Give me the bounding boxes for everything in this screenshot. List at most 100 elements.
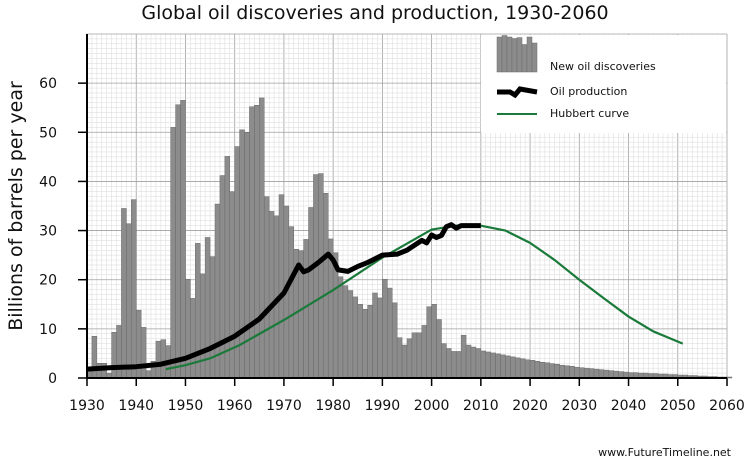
legend-bar bbox=[506, 36, 513, 73]
discovery-bar bbox=[382, 278, 388, 379]
discovery-bar bbox=[500, 354, 506, 379]
discovery-bar bbox=[470, 346, 477, 379]
x-tick-label: 2060 bbox=[709, 398, 745, 414]
discovery-bar bbox=[362, 308, 368, 379]
discovery-bar bbox=[91, 335, 98, 379]
discovery-bar bbox=[308, 207, 314, 379]
oil-production-line bbox=[86, 222, 481, 372]
discovery-bar bbox=[426, 306, 432, 379]
discovery-bar bbox=[337, 276, 344, 379]
discovery-bar bbox=[411, 332, 418, 379]
discovery-bar bbox=[598, 369, 605, 379]
discovery-bar bbox=[357, 304, 363, 379]
discovery-bar bbox=[387, 287, 393, 379]
discovery-bar bbox=[199, 273, 206, 379]
legend-bar bbox=[501, 35, 508, 73]
discovery-bar bbox=[564, 365, 570, 379]
discovery-bar bbox=[529, 360, 536, 379]
x-tick-label: 1970 bbox=[266, 398, 302, 414]
discovery-bar bbox=[140, 327, 147, 379]
x-tick-label: 2000 bbox=[414, 398, 450, 414]
discovery-bar bbox=[446, 348, 452, 379]
x-tick-label: 1960 bbox=[217, 398, 253, 414]
chart-title: Global oil discoveries and production, 1… bbox=[141, 2, 608, 24]
discovery-bar bbox=[579, 367, 585, 379]
discovery-bar bbox=[603, 369, 610, 379]
discovery-bar bbox=[726, 376, 733, 379]
y-tick-label: 30 bbox=[39, 224, 57, 240]
discovery-bar bbox=[367, 305, 373, 379]
legend-bar bbox=[531, 42, 538, 73]
x-tick-label: 2050 bbox=[660, 398, 696, 414]
discovery-bar bbox=[372, 292, 378, 379]
discovery-bar bbox=[505, 355, 511, 379]
x-tick-label: 2020 bbox=[512, 398, 548, 414]
discovery-bar bbox=[421, 325, 427, 379]
discovery-bar bbox=[318, 173, 324, 379]
lines bbox=[86, 222, 684, 372]
discovery-bar bbox=[436, 319, 442, 379]
discovery-bar bbox=[451, 351, 457, 379]
discovery-bar bbox=[534, 361, 541, 379]
discovery-bar bbox=[495, 353, 501, 379]
discovery-bar bbox=[559, 364, 565, 379]
legend-bars-icon bbox=[496, 35, 538, 73]
discovery-bar bbox=[116, 325, 122, 379]
discovery-bar bbox=[352, 296, 359, 379]
x-tick-label: 1950 bbox=[168, 398, 204, 414]
discovery-bar bbox=[401, 344, 408, 379]
y-tick-label: 50 bbox=[39, 125, 57, 141]
discovery-bar bbox=[234, 146, 240, 379]
discovery-bar bbox=[588, 368, 595, 379]
discovery-bar bbox=[475, 348, 482, 379]
discovery-bar bbox=[190, 298, 196, 379]
discovery-bar bbox=[342, 285, 349, 379]
discovery-bar bbox=[180, 100, 186, 379]
discovery-bar bbox=[259, 97, 265, 379]
discovery-bar bbox=[441, 343, 447, 379]
discovery-bar bbox=[593, 368, 600, 379]
discovery-bar bbox=[239, 129, 245, 379]
legend-bar bbox=[526, 36, 533, 73]
y-tick-label: 0 bbox=[48, 371, 57, 387]
discovery-bar bbox=[219, 175, 226, 379]
discovery-bar bbox=[160, 339, 167, 379]
discovery-bar bbox=[485, 351, 491, 379]
discovery-bar bbox=[126, 223, 132, 379]
discovery-bar bbox=[111, 332, 117, 379]
discovery-bar bbox=[431, 304, 437, 379]
discovery-bar bbox=[195, 243, 201, 379]
discovery-bar bbox=[396, 337, 403, 379]
legend: New oil discoveries Oil production Hubbe… bbox=[481, 35, 726, 133]
x-tick-label: 1940 bbox=[118, 398, 154, 414]
discovery-bar bbox=[175, 104, 181, 379]
discovery-bar bbox=[515, 357, 521, 379]
discovery-bar bbox=[209, 256, 216, 379]
discovery-bar bbox=[406, 338, 413, 379]
discovery-bar bbox=[288, 226, 295, 379]
discovery-bar bbox=[204, 237, 211, 379]
discovery-bar bbox=[121, 208, 127, 379]
discovery-bar bbox=[539, 362, 546, 379]
discovery-bar bbox=[455, 351, 462, 379]
footer-credit: www.FutureTimeline.net bbox=[598, 446, 732, 459]
discovery-bar bbox=[347, 290, 354, 379]
y-tick-label: 20 bbox=[39, 273, 57, 289]
discovery-bar bbox=[465, 344, 472, 379]
discovery-bar bbox=[268, 211, 275, 379]
discovery-bar bbox=[278, 194, 285, 379]
legend-bar bbox=[511, 38, 518, 73]
discovery-bar bbox=[519, 358, 526, 379]
y-axis-label: Billions of barrels per year bbox=[5, 81, 27, 331]
discovery-bar bbox=[263, 196, 270, 379]
discovery-bar bbox=[214, 203, 221, 379]
legend-production-icon bbox=[497, 86, 538, 99]
discovery-bar bbox=[510, 356, 516, 379]
discovery-bar bbox=[416, 332, 423, 379]
legend-production: Oil production bbox=[550, 85, 627, 98]
x-tick-label: 1930 bbox=[69, 398, 105, 414]
discovery-bar bbox=[131, 199, 137, 379]
discovery-bar bbox=[377, 297, 383, 379]
x-tick-label: 1990 bbox=[365, 398, 401, 414]
